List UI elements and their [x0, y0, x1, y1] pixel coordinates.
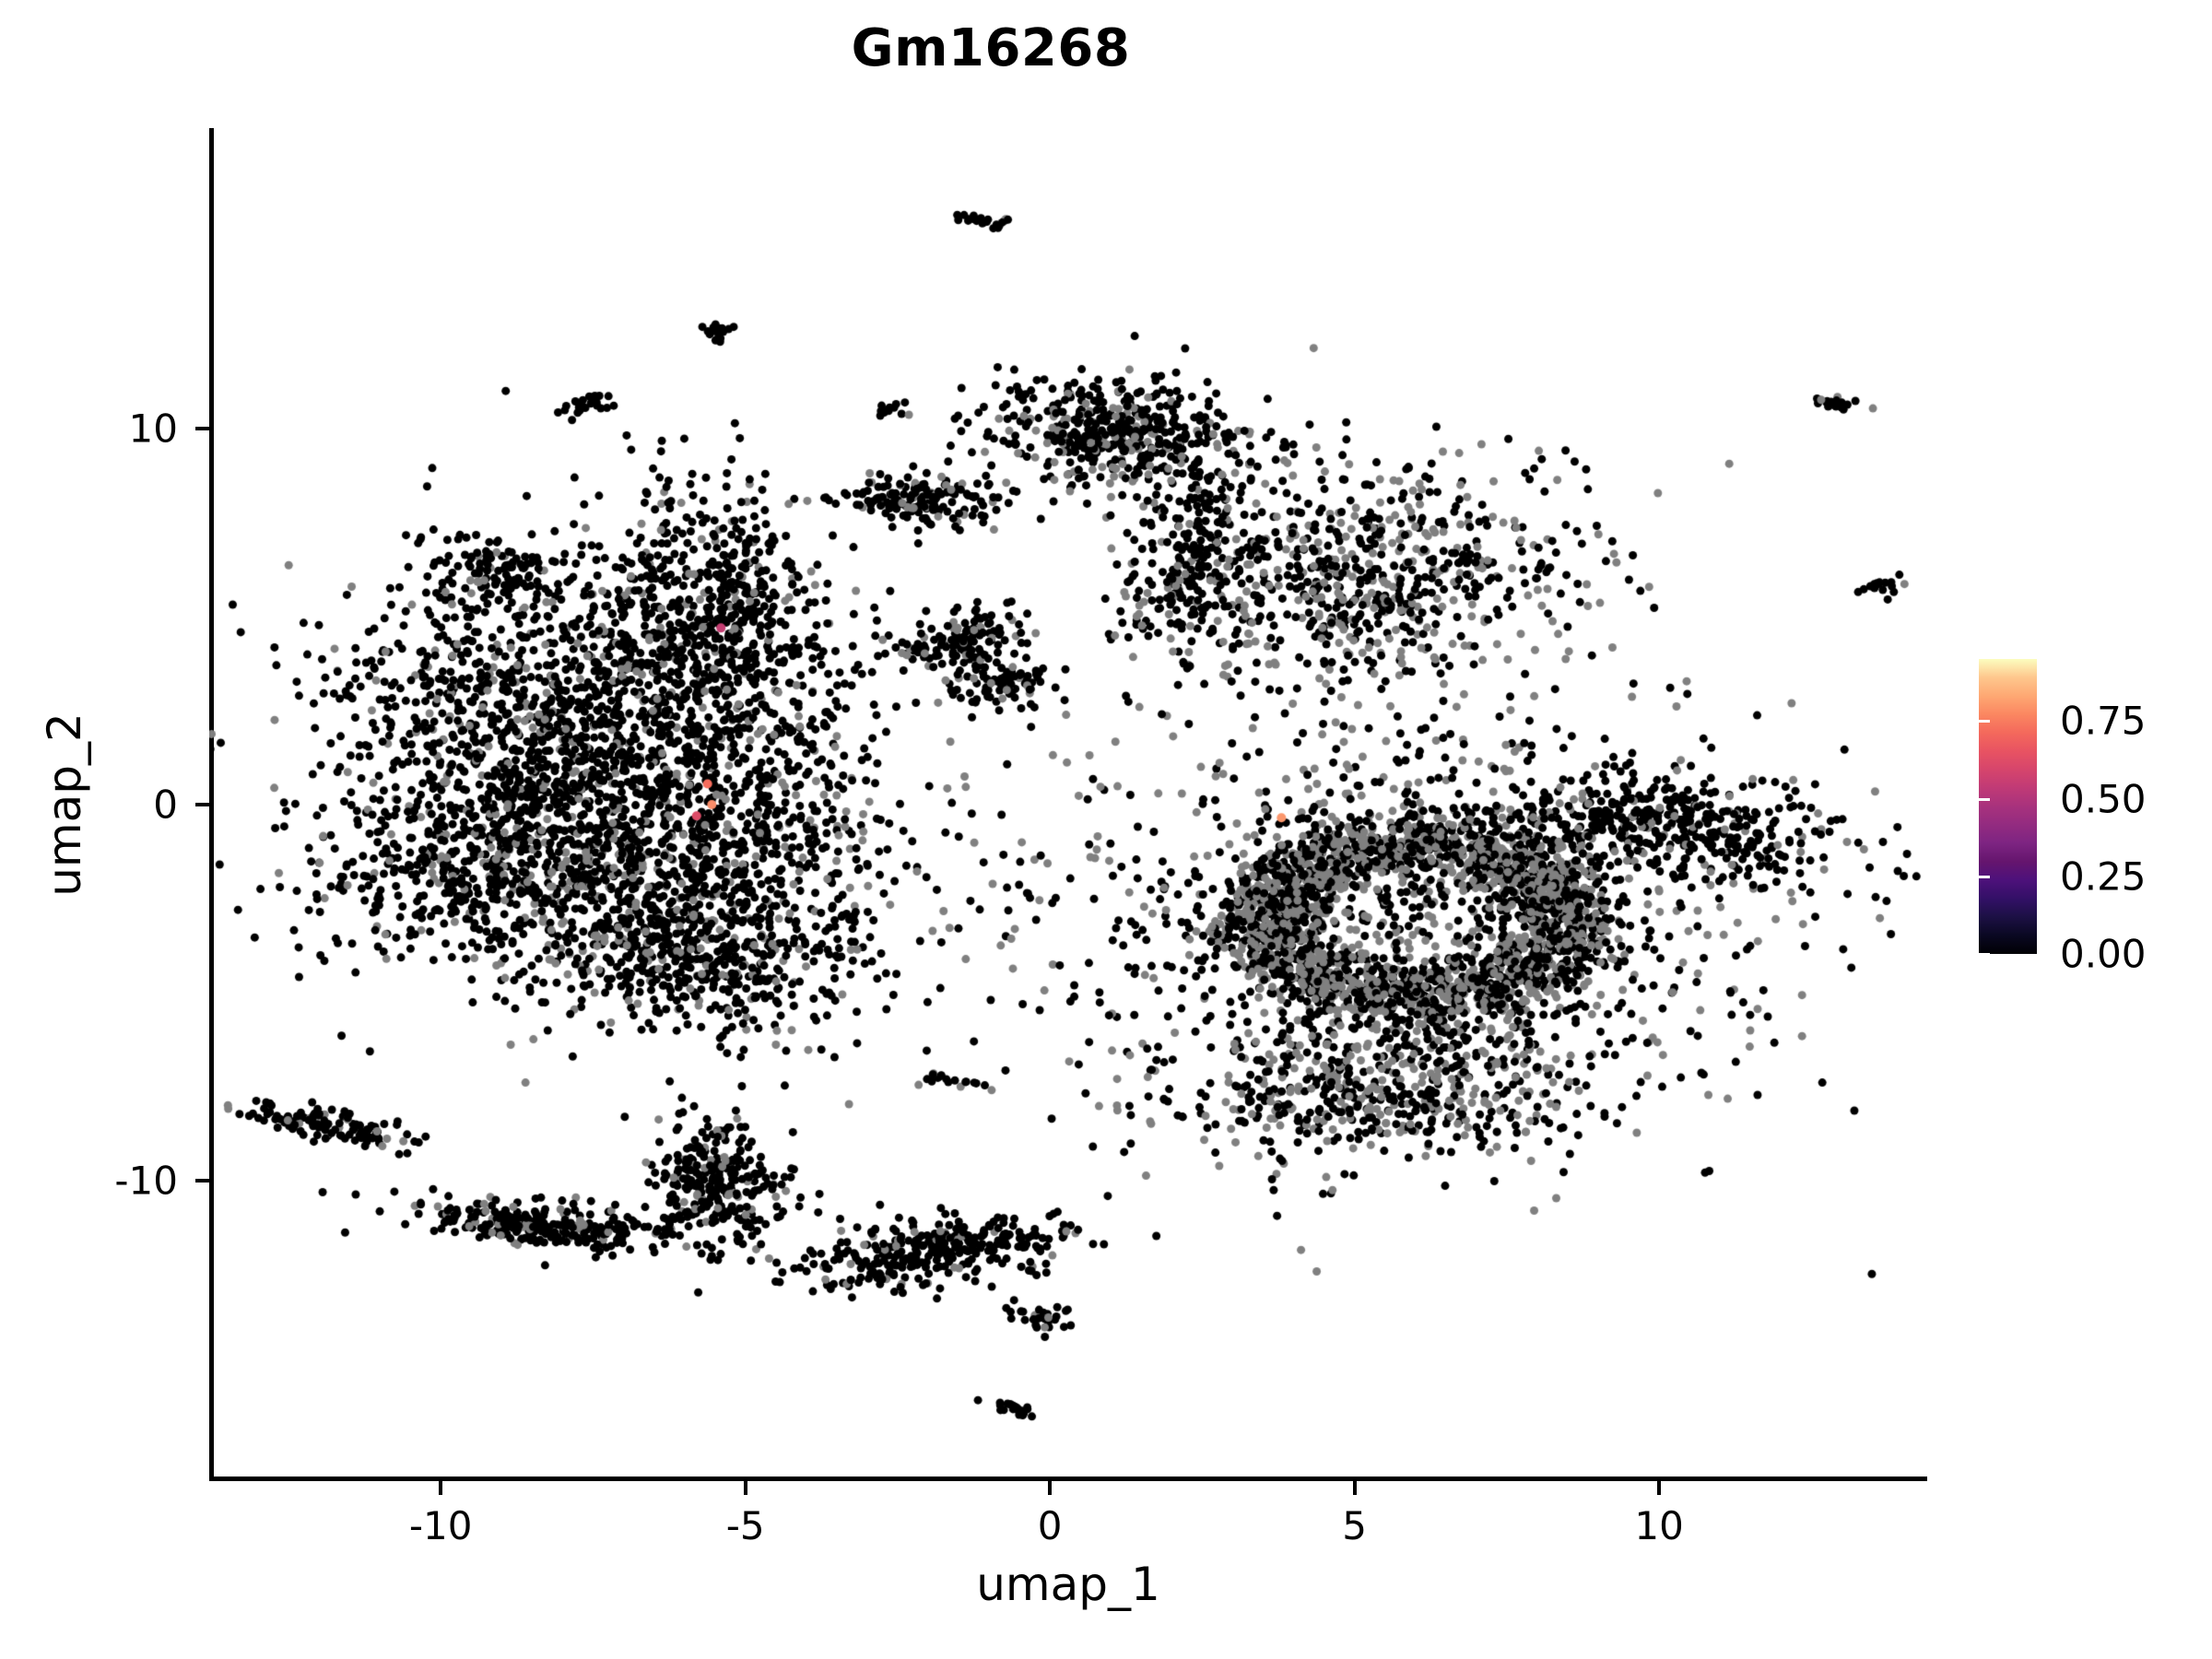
- colorbar-tick-label: 0.00: [2060, 931, 2147, 977]
- x-tick-label: -10: [408, 1503, 473, 1548]
- colorbar-tick-mark: [1979, 720, 1990, 724]
- colorbar-tick-label: 0.50: [2060, 776, 2147, 822]
- x-tick-mark: [439, 1481, 443, 1495]
- colorbar-tick-mark: [1968, 797, 1979, 801]
- colorbar-tick-label: 0.25: [2060, 853, 2147, 900]
- y-tick-label: 0: [153, 782, 178, 828]
- y-tick-label: 10: [128, 406, 178, 452]
- colorbar-tick-mark: [1968, 720, 1979, 724]
- y-tick-mark: [195, 803, 209, 806]
- x-tick-mark: [1352, 1481, 1357, 1495]
- plot-axes: -10 -5 0 5 10 10 0 -10: [114, 128, 1927, 1548]
- colorbar-tick-mark: [1968, 875, 1979, 878]
- y-tick-mark: [195, 1178, 209, 1182]
- colorbar-tick-mark: [1979, 797, 1990, 801]
- colorbar-tick-label: 0.75: [2060, 698, 2147, 744]
- x-tick-mark: [1657, 1481, 1662, 1495]
- y-tick-label: -10: [114, 1158, 178, 1204]
- colorbar-tick-mark: [1968, 953, 1979, 956]
- x-axis-label: umap_1: [976, 1558, 1160, 1611]
- page-title: Gm16268: [851, 18, 1131, 78]
- x-tick-label: -5: [725, 1503, 765, 1548]
- x-tick-label: 5: [1342, 1503, 1368, 1548]
- x-tick-mark: [743, 1481, 747, 1495]
- x-tick-label: 10: [1634, 1503, 1684, 1548]
- scatter-plot-canvas: [209, 128, 1927, 1481]
- x-tick-mark: [1048, 1481, 1053, 1495]
- colorbar-tick-mark: [1979, 953, 1990, 956]
- x-tick-label: 0: [1037, 1503, 1063, 1548]
- y-tick-mark: [195, 427, 209, 431]
- colorbar-tick-mark: [1979, 875, 1990, 878]
- colorbar-gradient: [1979, 659, 2037, 954]
- y-axis-label: umap_2: [38, 712, 91, 897]
